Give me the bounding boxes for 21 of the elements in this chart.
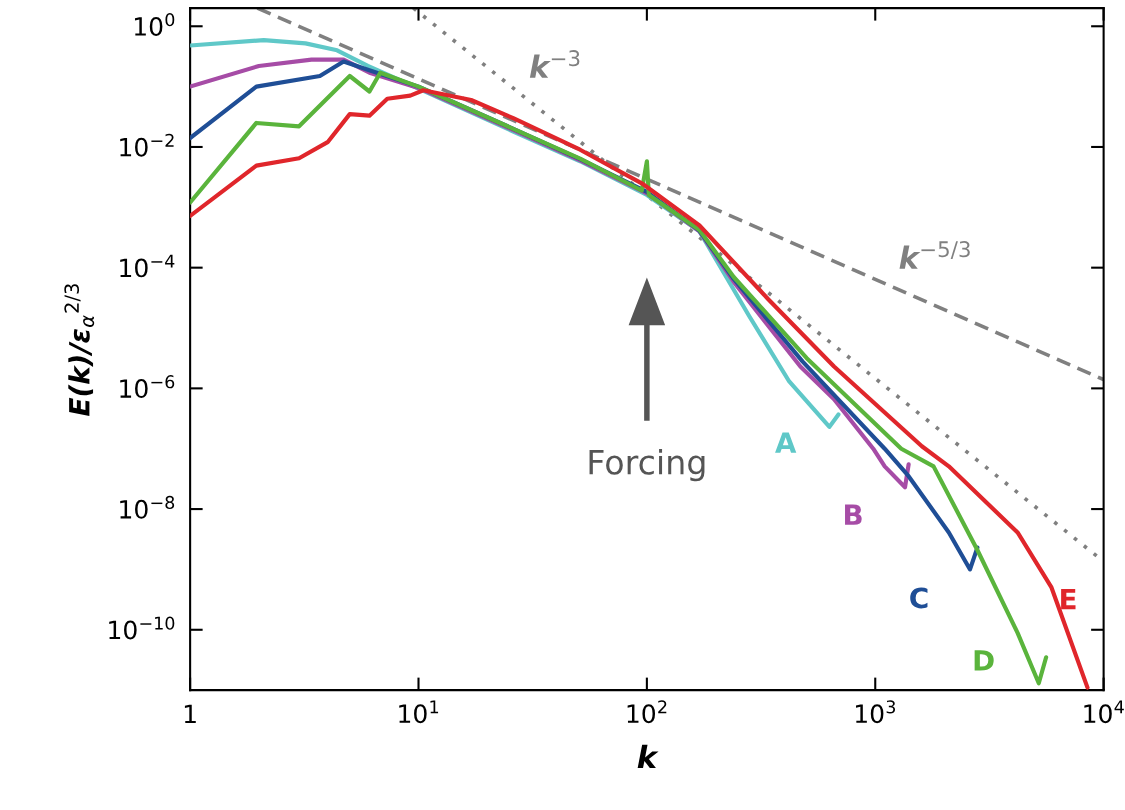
- x-tick-label: 10$^{3}$: [856, 700, 896, 724]
- x-tick-label: 1: [184, 704, 196, 724]
- annotation: k$^{−3}$: [529, 50, 580, 78]
- series-label: D: [974, 650, 994, 671]
- y-tick-label: 10$^{−10}$: [109, 616, 175, 640]
- x-axis-title: k: [637, 744, 659, 769]
- y-tick-label: 10$^{−2}$: [120, 133, 174, 157]
- series-label: C: [910, 587, 928, 609]
- annotation: Forcing: [589, 448, 705, 482]
- y-tick-label: 10$^{−6}$: [120, 375, 175, 399]
- series-label: A: [775, 432, 797, 453]
- x-tick-label: 10$^{4}$: [1084, 700, 1124, 724]
- x-tick-label: 10$^{1}$: [399, 700, 439, 724]
- series-label: B: [845, 504, 862, 525]
- x-tick-label: 10$^{2}$: [627, 700, 667, 724]
- y-tick-label: 10$^{−4}$: [120, 254, 175, 278]
- annotation: k$^{−5/3}$: [899, 241, 970, 269]
- y-tick-label: 10$^{−8}$: [120, 495, 175, 519]
- y-axis-title: E(k)/ε$_{α}$$^{2/3}$: [64, 284, 95, 416]
- series-label: E: [1061, 588, 1076, 610]
- y-tick-label: 10$^{0}$: [134, 13, 175, 36]
